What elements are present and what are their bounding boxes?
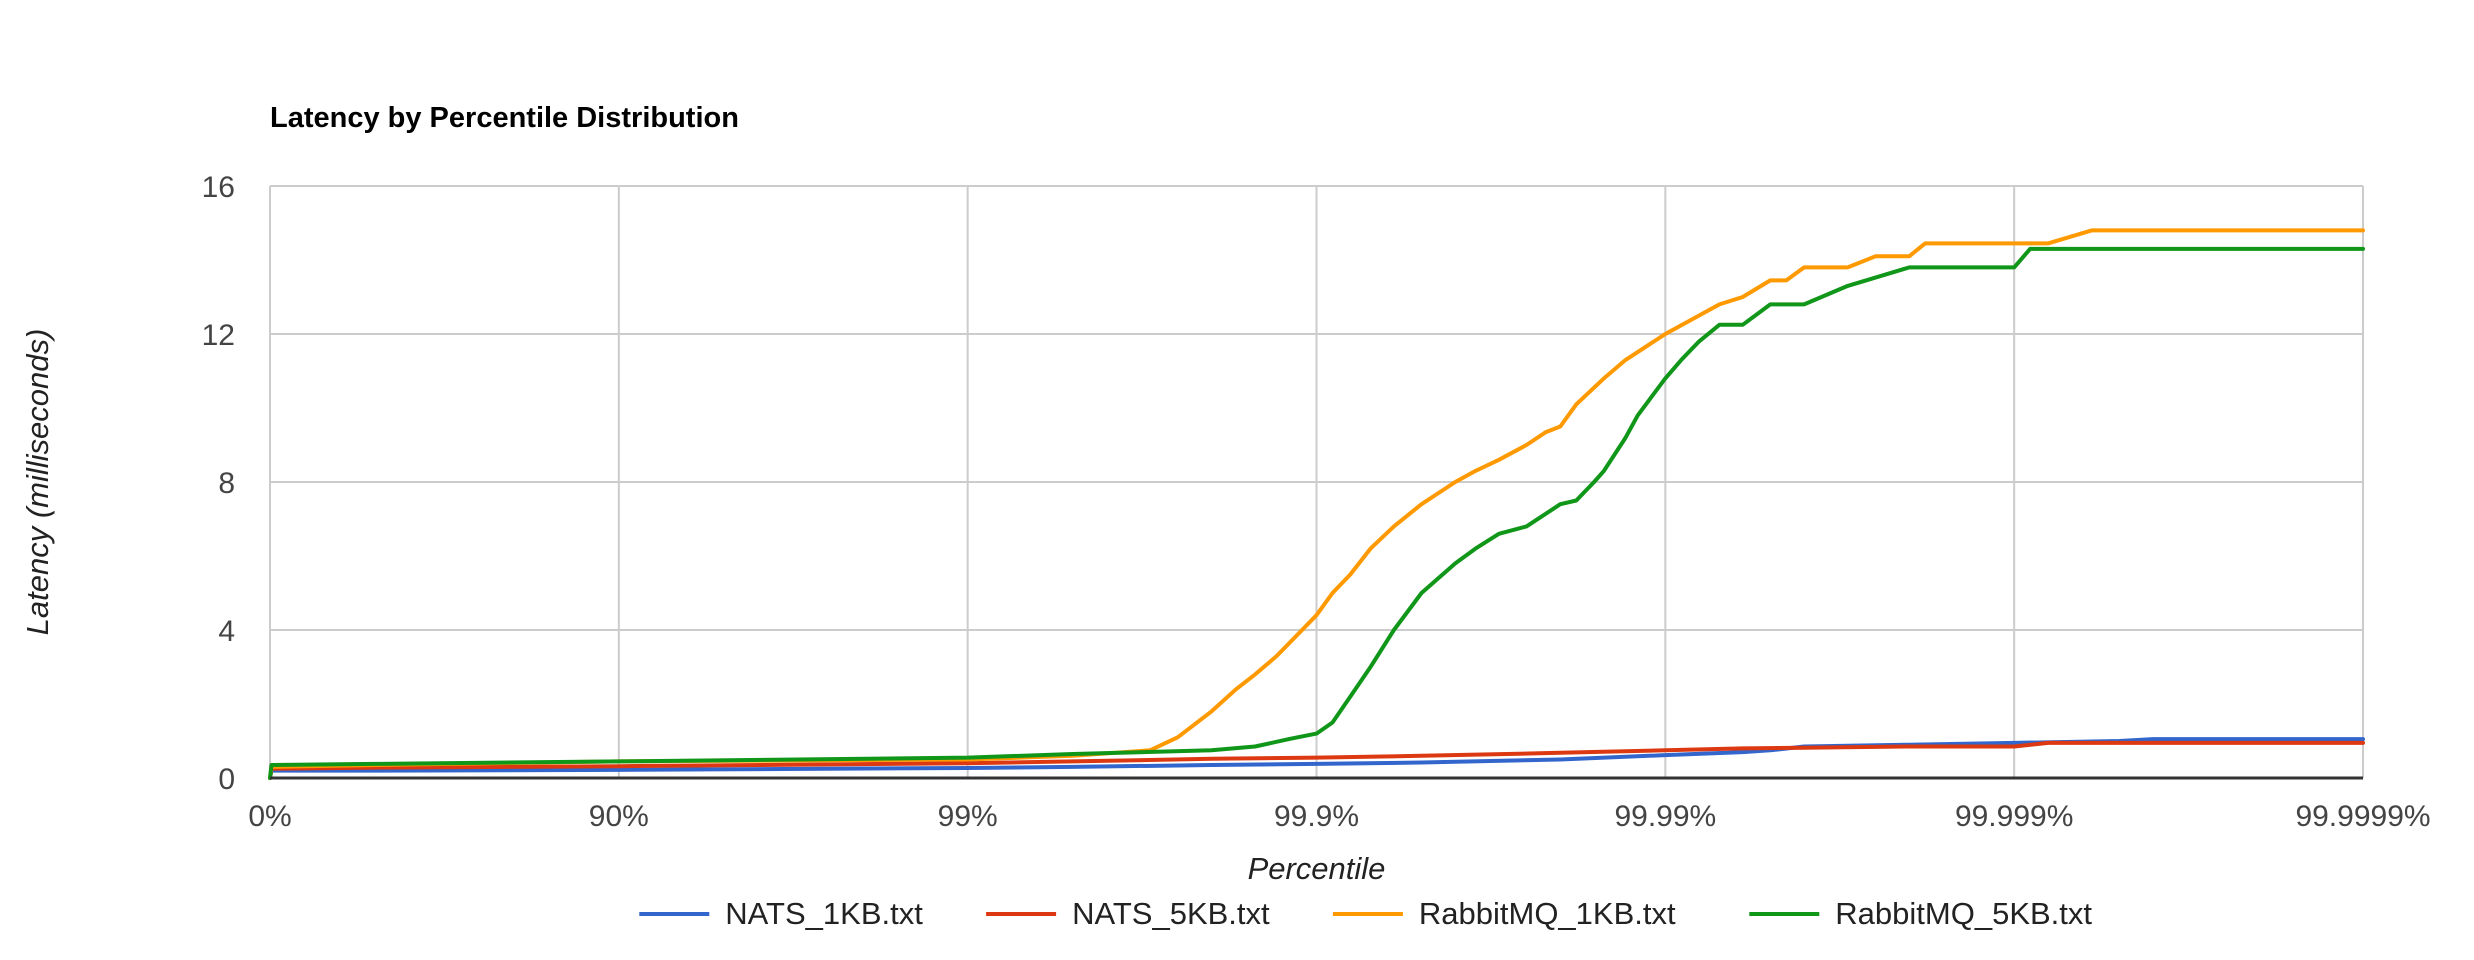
legend-label: RabbitMQ_1KB.txt (1419, 896, 1676, 931)
legend-label: RabbitMQ_5KB.txt (1835, 896, 2092, 931)
y-tick-label: 16 (202, 171, 235, 204)
x-tick-label: 0% (248, 800, 291, 833)
x-tick-label: 99.999% (1955, 800, 2073, 833)
series-line-rabbitmq-1kb-txt (268, 228, 2365, 780)
x-tick-label: 99% (938, 800, 998, 833)
x-tick-label: 99.9% (1274, 800, 1359, 833)
legend: NATS_1KB.txt NATS_5KB.txt RabbitMQ_1KB.txt… (639, 896, 2092, 931)
series-line-rabbitmq-5kb-txt (268, 246, 2365, 780)
y-tick-label: 12 (202, 319, 235, 352)
series-line-nats-5kb-txt (268, 740, 2365, 780)
x-axis-title: Percentile (1248, 851, 1386, 886)
y-tick-label: 8 (218, 467, 235, 500)
series-line-nats-1kb-txt (268, 737, 2365, 780)
chart-title: Latency by Percentile Distribution (270, 102, 739, 134)
y-axis-title: Latency (milliseconds) (20, 329, 55, 636)
x-axis-ticks: 0% 90% 99% 99.9% 99.99% 99.999% 99.9999% (248, 800, 2430, 833)
legend-label: NATS_5KB.txt (1072, 896, 1270, 931)
y-tick-label: 0 (218, 763, 235, 796)
y-tick-label: 4 (218, 615, 235, 648)
x-tick-label: 99.9999% (2295, 800, 2430, 833)
y-axis-ticks: 0 4 8 12 16 (202, 171, 235, 796)
x-tick-label: 90% (589, 800, 649, 833)
legend-label: NATS_1KB.txt (725, 896, 923, 931)
x-tick-label: 99.99% (1614, 800, 1716, 833)
gridlines (269, 185, 2364, 778)
series-lines (268, 228, 2365, 780)
